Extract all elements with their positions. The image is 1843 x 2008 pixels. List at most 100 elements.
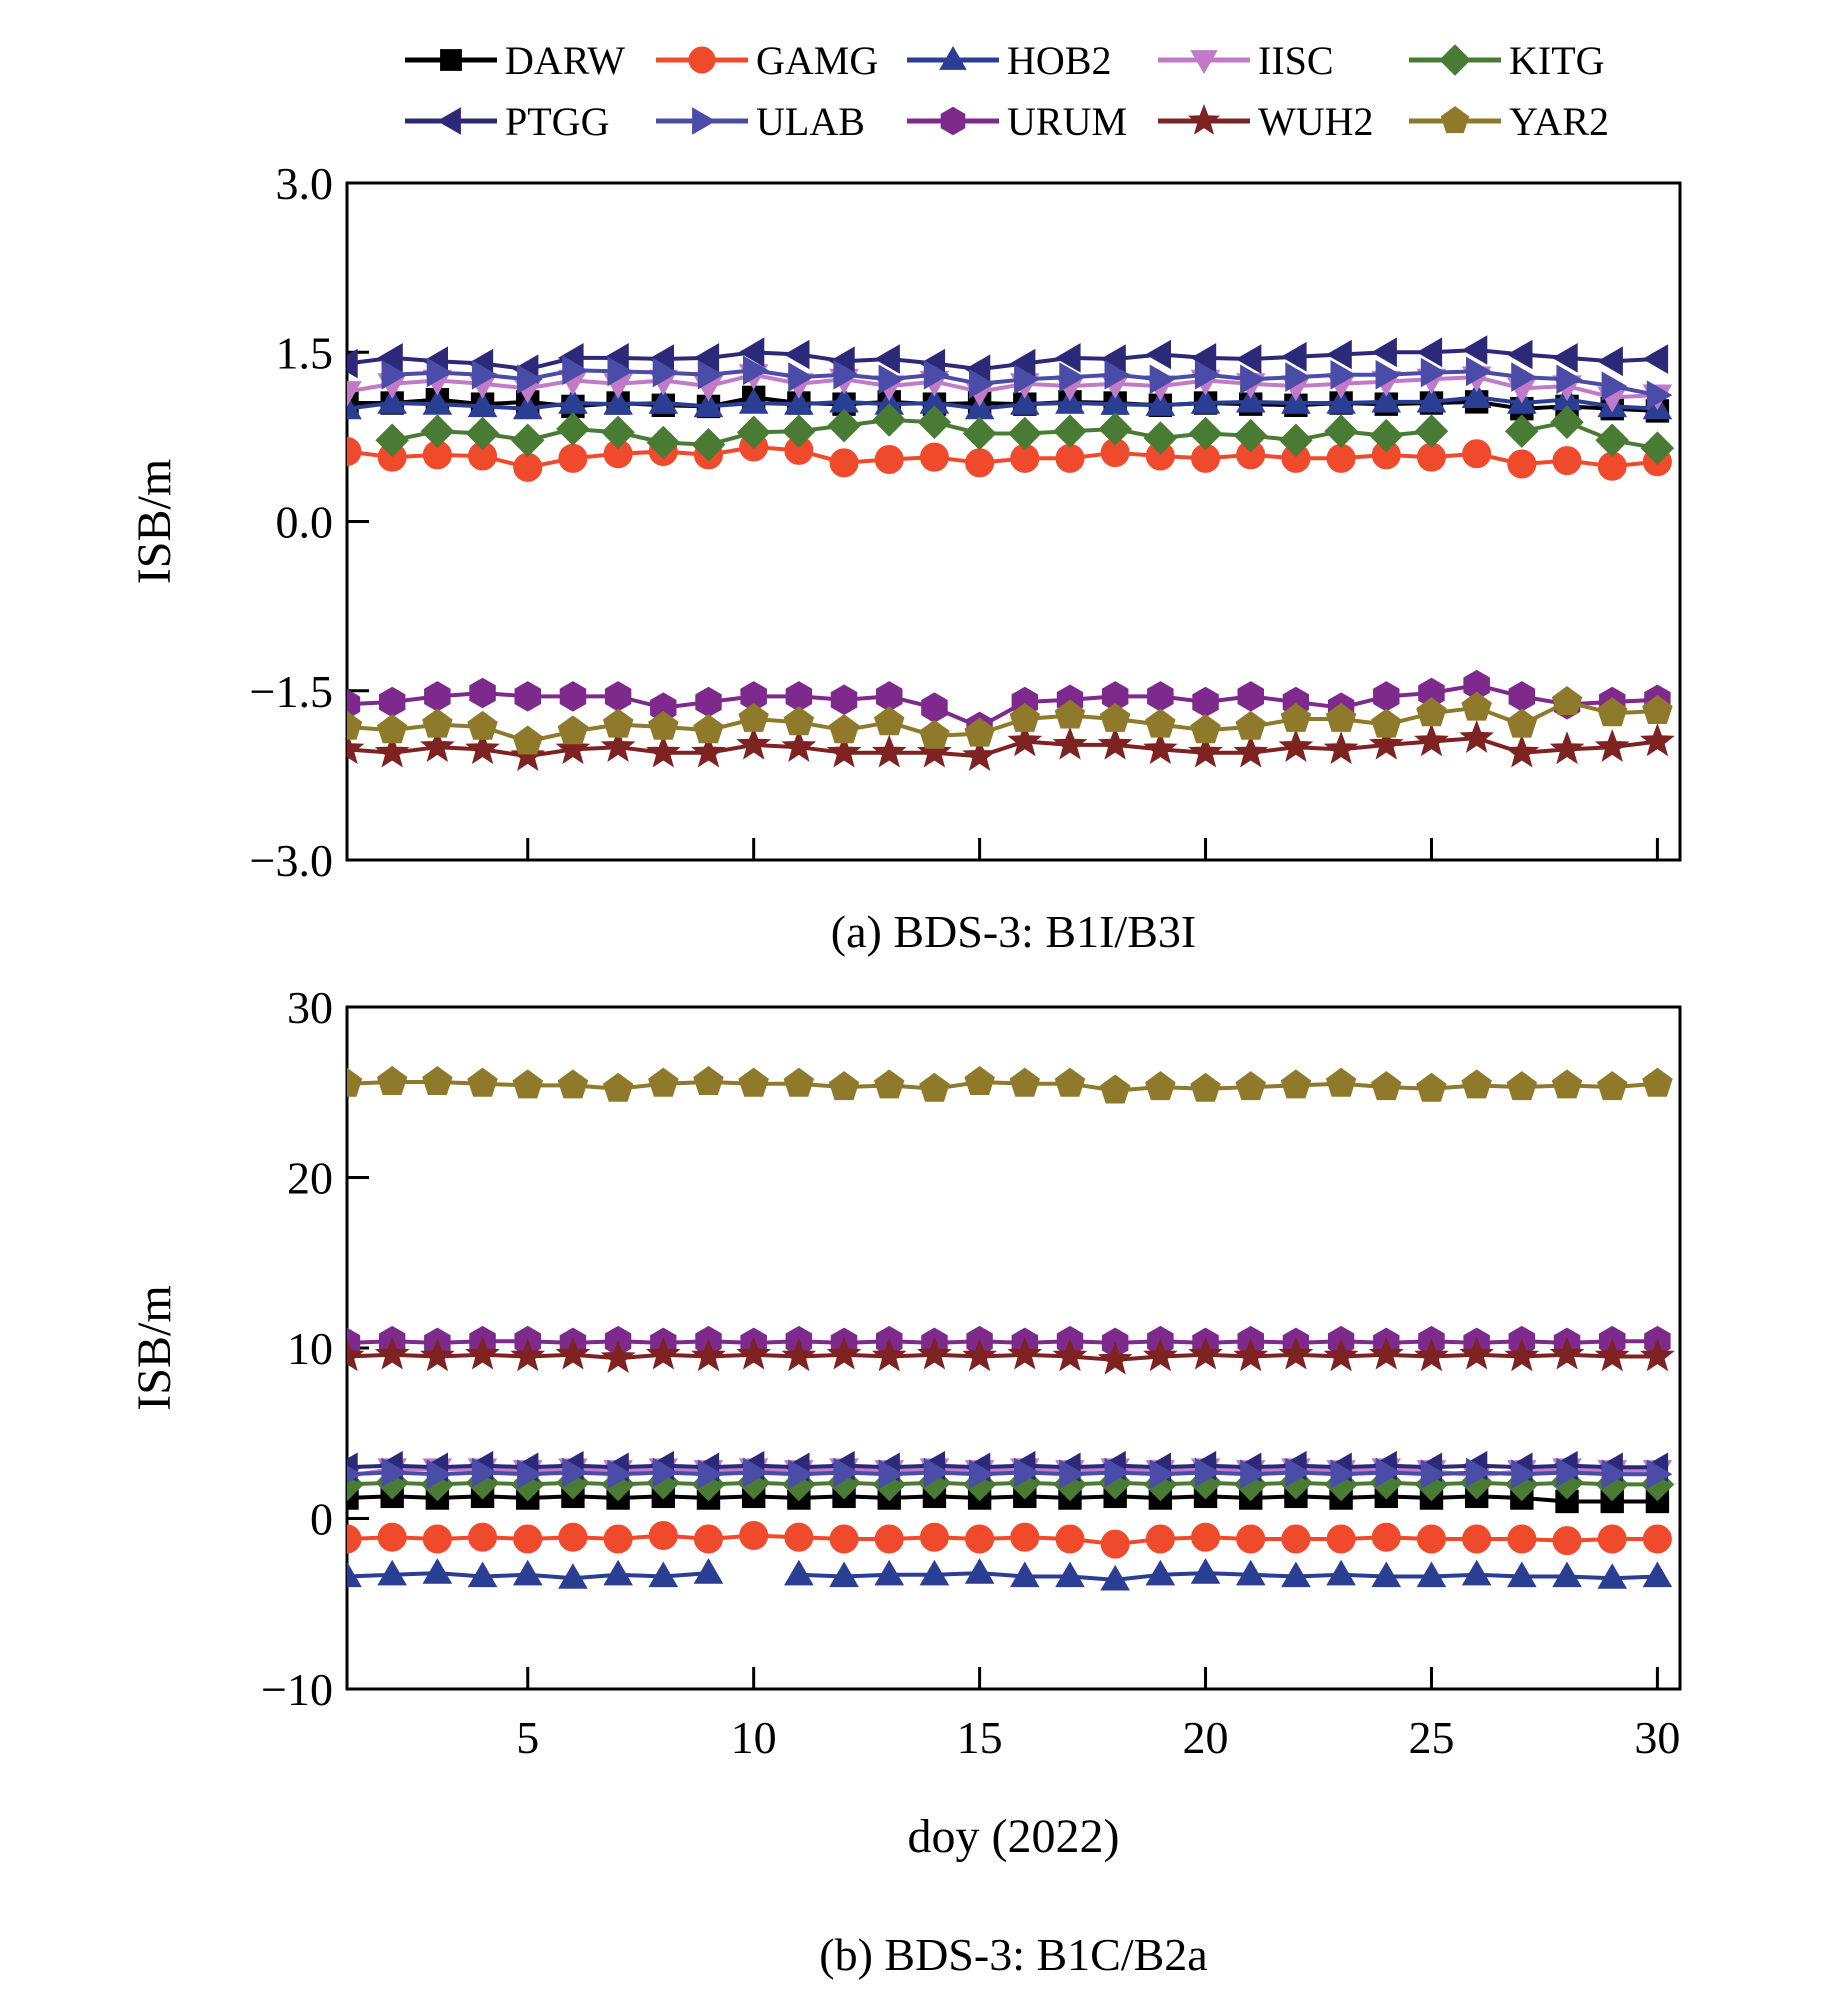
data-point-yar2 (964, 1065, 995, 1095)
data-point-urum (604, 681, 632, 712)
data-point-wuh2 (510, 1338, 546, 1372)
data-point-ptgg (347, 348, 358, 379)
data-point-ulab (1420, 1459, 1447, 1489)
data-point-ulab (426, 1459, 453, 1489)
data-point-hob2 (1190, 1558, 1221, 1584)
legend-marker-gamg (688, 46, 716, 74)
data-point-kitg (736, 415, 771, 450)
data-point-wuh2 (1052, 1338, 1088, 1372)
data-point-hob2 (693, 1558, 724, 1584)
data-point-kitg (1143, 421, 1178, 455)
data-point-kitg (1188, 416, 1223, 451)
data-point-ulab (788, 1459, 814, 1489)
data-point-yar2 (1190, 714, 1221, 744)
data-point-yar2 (512, 725, 543, 755)
series-wuh2 (347, 1336, 1675, 1375)
series-line-wuh2 (347, 736, 1658, 759)
data-point-yar2 (1551, 1069, 1583, 1099)
data-point-ptgg (1235, 344, 1262, 374)
data-point-ulab (833, 360, 860, 390)
legend-label-gamg: GAMG (756, 38, 878, 83)
data-point-gamg (965, 1524, 995, 1554)
series-kitg (375, 403, 1675, 466)
data-point-hob2 (1281, 387, 1311, 414)
data-point-kitg (465, 416, 500, 451)
legend-item-urum: URUM (907, 99, 1127, 144)
data-point-ptgg (738, 337, 765, 368)
data-point-kitg (1098, 412, 1133, 446)
data-point-wuh2 (1143, 731, 1178, 765)
data-point-yar2 (1235, 1071, 1266, 1101)
data-point-ulab (1014, 364, 1040, 395)
data-point-ulab (833, 1457, 860, 1488)
data-point-ptgg (1506, 339, 1533, 370)
data-point-ulab (743, 1457, 769, 1488)
data-point-kitg (962, 416, 997, 451)
data-point-gamg (347, 437, 362, 467)
data-point-urum (650, 692, 677, 723)
data-point-ulab (1601, 1459, 1628, 1489)
x-tick-label: 30 (1634, 1712, 1680, 1763)
data-point-wuh2 (510, 737, 546, 771)
data-point-wuh2 (1504, 1338, 1540, 1372)
data-point-urum (559, 681, 587, 712)
data-point-wuh2 (555, 1336, 591, 1370)
legend-label-darw: DARW (505, 38, 625, 83)
data-point-yar2 (467, 710, 498, 740)
data-point-yar2 (422, 708, 453, 738)
data-point-wuh2 (1052, 726, 1088, 760)
series-line-ulab (347, 1470, 1658, 1477)
y-tick-label: −3.0 (250, 835, 333, 886)
data-point-yar2 (1054, 1067, 1086, 1097)
data-point-ulab (1194, 360, 1221, 390)
data-point-yar2 (693, 714, 724, 744)
data-point-hob2 (738, 387, 769, 414)
data-point-gamg (558, 1522, 588, 1552)
y-tick-label: 3.0 (276, 158, 334, 209)
legend-item-iisc: IISC (1158, 38, 1334, 83)
data-point-hob2 (422, 1558, 453, 1584)
legend-label-kitg: KITG (1509, 38, 1605, 83)
data-point-urum (1508, 681, 1536, 712)
data-point-ulab (517, 364, 543, 395)
data-point-gamg (1055, 1524, 1085, 1554)
data-point-gamg (1236, 1524, 1266, 1554)
data-point-wuh2 (1414, 1338, 1449, 1372)
data-point-wuh2 (1188, 1336, 1223, 1370)
data-point-ulab (381, 360, 408, 390)
data-point-hob2 (1145, 1559, 1176, 1586)
data-point-yar2 (512, 1069, 543, 1099)
data-point-yar2 (964, 717, 995, 747)
data-point-kitg (917, 405, 952, 440)
data-point-wuh2 (1368, 1336, 1404, 1370)
data-point-wuh2 (420, 1338, 455, 1372)
data-point-ulab (347, 1465, 363, 1483)
data-point-gamg (965, 448, 995, 478)
data-point-urum (1373, 681, 1400, 712)
data-point-ptgg (1461, 335, 1488, 365)
data-point-yar2 (874, 1069, 905, 1099)
data-point-ptgg (1326, 339, 1352, 370)
data-point-yar2 (783, 706, 815, 736)
x-tick-label: 15 (957, 1712, 1003, 1763)
data-point-hob2 (1055, 387, 1085, 414)
data-point-gamg (874, 1524, 904, 1554)
series-line-iisc (347, 372, 1658, 400)
data-point-kitg (1550, 405, 1584, 440)
data-point-gamg (377, 1522, 407, 1552)
data-point-yar2 (738, 1067, 769, 1097)
data-point-urum (921, 692, 948, 723)
data-point-gamg (1326, 443, 1356, 473)
data-point-ulab (1285, 1457, 1311, 1488)
data-point-ulab (1149, 1459, 1176, 1489)
legend-label-urum: URUM (1007, 99, 1127, 144)
data-point-hob2 (1010, 389, 1040, 415)
data-point-gamg (1281, 1524, 1311, 1554)
data-point-hob2 (1461, 382, 1492, 408)
data-point-kitg (1414, 414, 1449, 449)
data-point-wuh2 (1414, 723, 1449, 757)
data-point-ulab (1059, 362, 1086, 392)
data-point-yar2 (1461, 1069, 1492, 1099)
data-point-kitg (782, 414, 816, 449)
data-point-ulab (1330, 360, 1357, 390)
